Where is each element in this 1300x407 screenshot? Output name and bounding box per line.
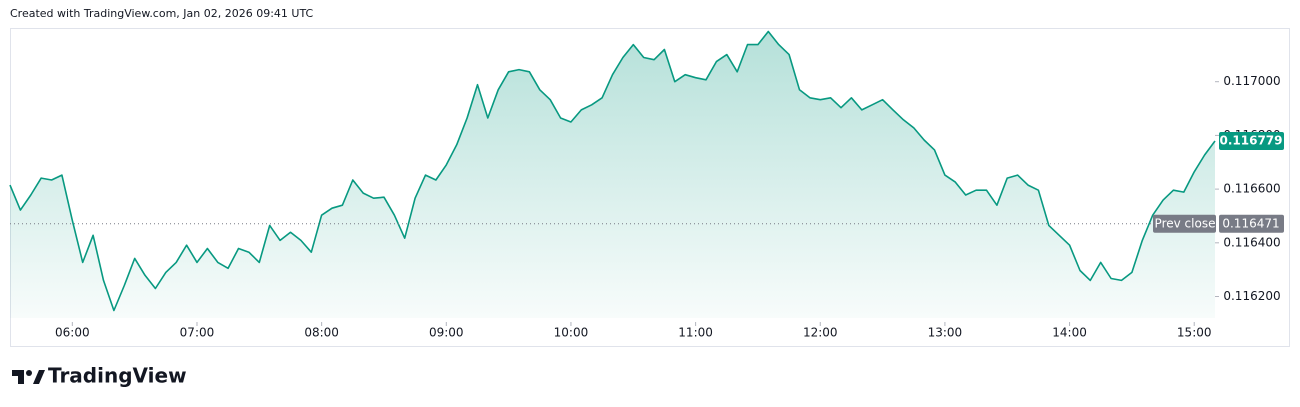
price-line	[9, 30, 1216, 312]
header-title: Created with TradingView.com, Jan 02, 20…	[10, 7, 314, 20]
x-tick-label: 06:00	[55, 326, 90, 340]
area-fill	[10, 31, 1215, 318]
logo-dot	[26, 370, 32, 376]
brand-logo: TradingView	[12, 364, 187, 388]
prev-close-label: Prev close	[1155, 216, 1216, 230]
x-tick-label: 08:00	[304, 326, 339, 340]
y-tick-label: 0.116400	[1223, 235, 1280, 249]
logo-mark	[12, 370, 24, 384]
brand-name: TradingView	[48, 364, 187, 388]
plot-area: 0.1162000.1164000.1166000.1168000.117000…	[9, 30, 1284, 340]
x-tick-label: 11:00	[678, 326, 713, 340]
prev-close-value: 0.116471	[1222, 216, 1279, 230]
y-tick-label: 0.116600	[1223, 182, 1280, 196]
x-tick-label: 12:00	[803, 326, 838, 340]
x-tick-label: 07:00	[180, 326, 215, 340]
logo-slash	[33, 370, 45, 384]
x-tick-label: 15:00	[1177, 326, 1212, 340]
x-tick-label: 09:00	[429, 326, 464, 340]
y-tick-label: 0.116200	[1223, 289, 1280, 303]
x-tick-label: 13:00	[928, 326, 963, 340]
y-tick-label: 0.117000	[1223, 74, 1280, 88]
last-price-label: 0.116779	[1219, 134, 1282, 148]
x-tick-label: 10:00	[554, 326, 589, 340]
prev-close-tag	[1153, 214, 1216, 233]
x-tick-label: 14:00	[1052, 326, 1087, 340]
prev-close-box	[1219, 214, 1284, 233]
last-price-box	[1219, 132, 1284, 151]
